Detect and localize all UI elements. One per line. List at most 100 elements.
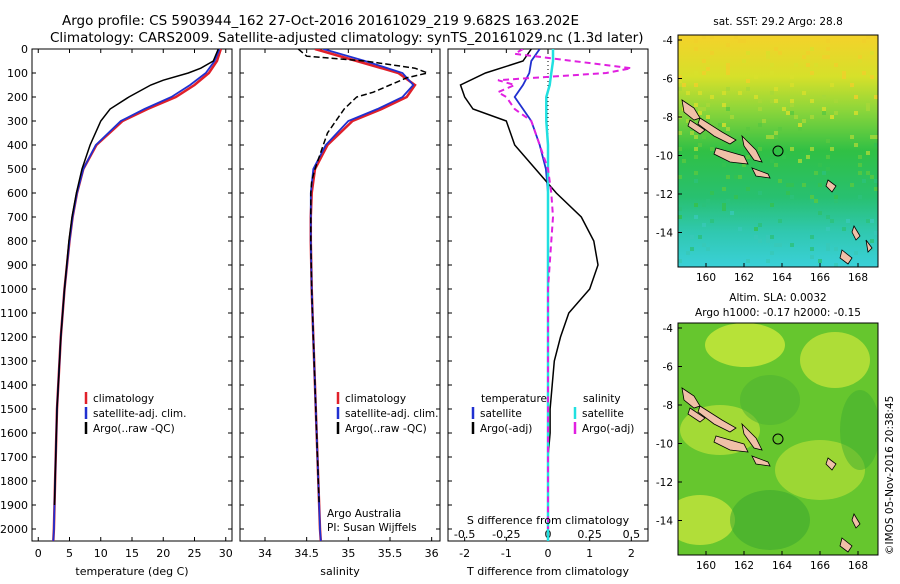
header-line-1: Argo profile: CS 5903944_162 27-Oct-2016… [62,13,579,29]
sst-pixel [778,127,782,131]
note-argo-australia: Argo Australia [327,508,401,520]
sst-pixel [758,123,762,127]
sst-pixel [758,239,762,243]
sst-pixel [850,83,854,87]
sst-pixel [730,211,734,215]
sst-pixel [770,63,774,67]
sst-pixel [774,163,778,167]
sst-pixel [834,63,838,67]
sla-map-title-2: Argo h1000: -0.17 h2000: -0.15 [695,307,861,319]
sst-pixel [818,259,822,263]
island-makira [751,455,771,467]
map-x-tick-label: 162 [734,560,754,572]
climatology-line [309,49,417,541]
legend-label-climatology: climatology [345,393,406,405]
sst-pixel [858,155,862,159]
sst-pixel [758,147,762,151]
sst-pixel [810,147,814,151]
map-y-tick-label: -10 [656,439,673,451]
sst-pixel [770,151,774,155]
sst-pixel [746,79,750,83]
sst-pixel [706,103,710,107]
sst-pixel [758,191,762,195]
sst-pixel [810,247,814,251]
sst-pixel [858,171,862,175]
sst-pixel [706,247,710,251]
sst-pixel [690,131,694,135]
island-guadalcanal [713,147,749,165]
sst-pixel [858,195,862,199]
depth-tick-label: 1300 [0,355,28,368]
salinity-panel-frame [239,48,441,542]
sst-pixel [746,187,750,191]
s-argo-diff-line [495,49,632,529]
sst-pixel [858,55,862,59]
sst-pixel [778,243,782,247]
sst-pixel [746,87,750,91]
sst-pixel [774,135,778,139]
difference-xlabel: T difference from climatology [466,565,629,578]
sst-pixel [726,43,730,47]
sst-pixel [810,199,814,203]
sst-pixel [738,91,742,95]
sst-pixel [758,223,762,227]
sst-pixel [694,215,698,219]
sst-pixel [722,187,726,191]
sst-pixel [698,107,702,111]
sst-pixel [746,51,750,55]
sst-pixel [810,235,814,239]
sst-pixel [742,163,746,167]
sst-pixel [682,83,686,87]
sst-pixel [702,223,706,227]
sst-pixel [742,39,746,43]
sst-pixel [706,67,710,71]
x-tick-label: 0.25 [577,528,602,541]
sst-pixel [810,195,814,199]
x-tick-label: 0 [545,547,552,560]
legend-label-s-argo: Argo(-adj) [582,423,634,435]
map-x-tick-label: 168 [848,272,868,284]
sst-pixel [778,51,782,55]
sst-pixel [862,39,866,43]
sst-pixel [706,119,710,123]
sla-map [678,323,878,555]
sst-pixel [806,63,810,67]
sst-pixel [854,111,858,115]
sst-pixel [686,91,690,95]
sst-pixel [738,175,742,179]
sst-pixel [702,35,706,39]
map-x-tick-label: 160 [696,272,716,284]
sst-pixel [862,71,866,75]
sst-pixel [694,179,698,183]
sst-pixel [874,187,878,191]
sst-pixel [702,203,706,207]
legend-label-argo: Argo(..raw -QC) [345,423,427,435]
sst-pixel [874,35,878,39]
sla-blob [678,495,735,545]
sst-pixel [710,95,714,99]
sla-blob-dark [740,375,800,425]
map-y-tick-label: -8 [663,112,673,124]
depth-tick-label: 500 [7,163,28,176]
sst-pixel [742,59,746,63]
salinity-curves [297,49,431,541]
sst-pixel [790,111,794,115]
sst-pixel [830,219,834,223]
legend-label-argo: Argo(..raw -QC) [93,423,175,435]
x-tick-label: 35.5 [378,547,403,560]
x-tick-label: 25 [188,547,202,560]
sst-pixel [726,107,730,111]
sst-pixel [678,79,682,83]
island-santa-isabel [697,405,737,433]
sst-pixel [822,111,826,115]
sst-pixel [738,227,742,231]
depth-axis: 0 100 200 300 400 500 600 700 800 900 1000 1100 1200… [0,43,648,536]
sst-pixel [786,111,790,115]
sst-pixel [778,179,782,183]
salinity-legend: climatology satellite-adj. clim. Argo(..… [327,392,438,534]
map-x-tick-label: 160 [696,560,716,572]
x-tick-label: -0.25 [492,528,520,541]
sst-pixel [754,227,758,231]
island-vanuatu-1 [851,225,861,241]
sst-pixel [790,147,794,151]
